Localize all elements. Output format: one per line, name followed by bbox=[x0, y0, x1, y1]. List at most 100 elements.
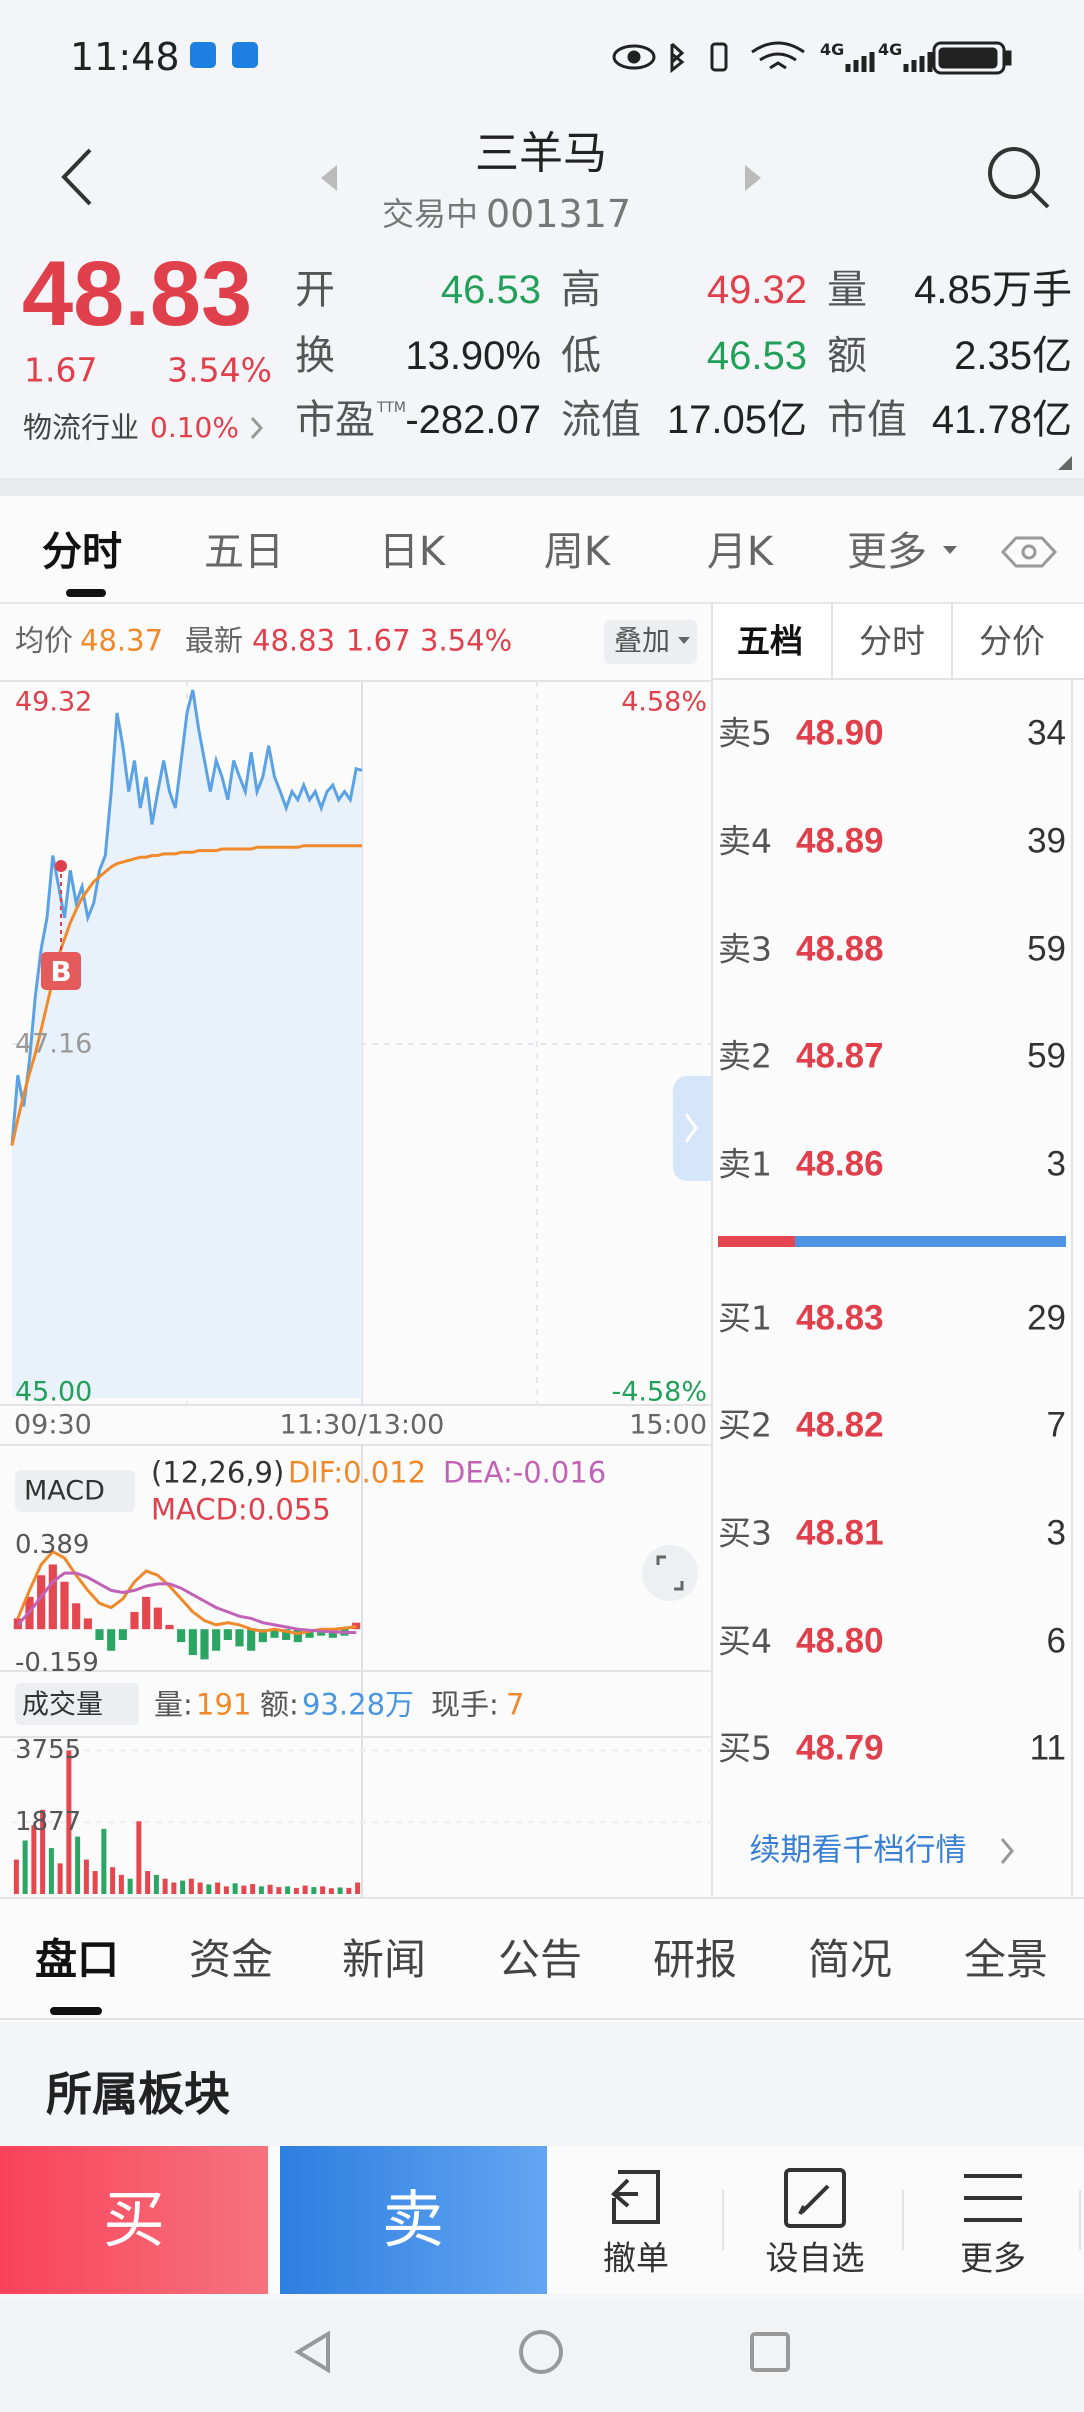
y-tick-label: 1877 bbox=[15, 1807, 82, 1838]
volume-bar bbox=[337, 1887, 343, 1894]
volume-bar bbox=[328, 1888, 334, 1894]
action-label[interactable]: 撤单 bbox=[603, 2238, 669, 2278]
macd-bar bbox=[293, 1629, 302, 1643]
sell-button[interactable] bbox=[280, 2146, 547, 2294]
info-tab[interactable]: 简况 bbox=[807, 1935, 893, 1984]
volume-bar bbox=[206, 1884, 212, 1894]
volume-bar bbox=[22, 1840, 28, 1894]
macd-dea: DEA:-0.016 bbox=[443, 1455, 607, 1490]
clock: 11:48 bbox=[70, 35, 180, 79]
order-book-tab[interactable]: 分价 bbox=[979, 621, 1045, 661]
volume-bar bbox=[31, 1825, 37, 1894]
level-price: 48.80 bbox=[796, 1621, 884, 1661]
chart-tab[interactable]: 周K bbox=[543, 529, 611, 575]
level-label: 卖3 bbox=[718, 929, 772, 969]
corner-mark bbox=[1058, 456, 1072, 470]
level-label: 卖1 bbox=[718, 1144, 772, 1184]
expand-button[interactable] bbox=[642, 1545, 698, 1601]
volume-bar bbox=[355, 1882, 361, 1894]
action-label[interactable]: 设自选 bbox=[765, 2238, 865, 2278]
latest-price: 48.83 bbox=[252, 623, 336, 658]
field-label: 市盈 bbox=[295, 397, 375, 443]
level-price: 48.87 bbox=[796, 1036, 884, 1076]
stock-code: 001317 bbox=[486, 192, 632, 236]
chart-tab-handle[interactable] bbox=[673, 1076, 712, 1181]
chart-tab[interactable]: 日K bbox=[378, 529, 446, 575]
info-tab[interactable]: 盘口 bbox=[34, 1935, 120, 1984]
volume-bar bbox=[215, 1882, 221, 1894]
more-levels[interactable]: 续期看千档行情 bbox=[749, 1832, 967, 1869]
volume-bar bbox=[285, 1886, 291, 1894]
field-value: 2.35亿 bbox=[954, 334, 1072, 378]
separator-band bbox=[0, 478, 1084, 496]
level-volume: 29 bbox=[1027, 1298, 1066, 1338]
signal-label: 4G bbox=[820, 40, 845, 59]
overlay-label[interactable]: 叠加 bbox=[614, 624, 671, 657]
pct-label: -4.58% bbox=[611, 1376, 707, 1408]
field-value: 46.53 bbox=[440, 268, 541, 312]
field-value: -282.07 bbox=[405, 398, 541, 442]
volume-bar bbox=[145, 1871, 151, 1894]
chart-tab[interactable]: 五日 bbox=[204, 529, 284, 575]
amt-value: 93.28万 bbox=[302, 1687, 415, 1722]
volume-label[interactable]: 成交量 bbox=[22, 1689, 103, 1721]
macd-label[interactable]: MACD bbox=[24, 1475, 105, 1507]
info-tab[interactable]: 全景 bbox=[963, 1935, 1049, 1984]
header-icons[interactable] bbox=[61, 147, 1050, 209]
macd-bar bbox=[328, 1629, 337, 1638]
order-book-tab[interactable]: 五档 bbox=[737, 621, 803, 661]
nav-icons[interactable] bbox=[294, 2330, 790, 2374]
pct-label: 4.58% bbox=[621, 686, 707, 718]
macd-bar bbox=[130, 1611, 139, 1630]
action-icons[interactable] bbox=[611, 2168, 1022, 2228]
level-price: 48.86 bbox=[796, 1144, 884, 1184]
divider-lines bbox=[0, 1897, 1084, 2250]
macd-bar bbox=[60, 1581, 69, 1630]
chart-tab[interactable]: 分时 bbox=[42, 529, 122, 575]
info-tab[interactable]: 资金 bbox=[188, 1935, 274, 1984]
macd-bar bbox=[177, 1629, 186, 1643]
industry-change: 0.10% bbox=[150, 411, 239, 444]
volume-bar bbox=[197, 1882, 203, 1894]
info-tab[interactable]: 研报 bbox=[652, 1935, 738, 1984]
y-tick-label: -0.159 bbox=[15, 1648, 99, 1679]
field-label: 市值 bbox=[827, 397, 907, 443]
sell-label[interactable]: 卖 bbox=[381, 2183, 445, 2256]
field-label: 换 bbox=[295, 333, 335, 379]
macd-bar bbox=[212, 1629, 221, 1651]
volume-bar bbox=[320, 1886, 326, 1894]
field-value: 41.78亿 bbox=[931, 398, 1072, 442]
volume-bar bbox=[276, 1887, 282, 1894]
level-label: 买2 bbox=[718, 1405, 772, 1445]
tab-indicator bbox=[50, 2007, 102, 2015]
buy-label[interactable]: 买 bbox=[102, 2183, 166, 2256]
order-book-tab[interactable]: 分时 bbox=[859, 621, 925, 661]
vol-value: 191 bbox=[196, 1687, 252, 1722]
buy-button[interactable] bbox=[0, 2146, 268, 2294]
macd-bar bbox=[247, 1629, 256, 1651]
info-tab[interactable]: 公告 bbox=[497, 1935, 583, 1984]
action-label[interactable]: 更多 bbox=[960, 2238, 1026, 2278]
volume-bar bbox=[180, 1880, 186, 1894]
info-tab[interactable]: 新闻 bbox=[341, 1935, 427, 1984]
field-label: 开 bbox=[295, 267, 335, 313]
industry[interactable]: 物流行业 bbox=[23, 410, 140, 445]
field-label: 高 bbox=[561, 267, 601, 313]
price-change-pct: 3.54% bbox=[167, 350, 272, 390]
macd-bar bbox=[223, 1629, 232, 1640]
level-label: 买4 bbox=[718, 1621, 772, 1661]
macd-button[interactable] bbox=[15, 1470, 135, 1512]
chart-tab[interactable]: 更多 bbox=[847, 529, 927, 575]
field-label: 低 bbox=[561, 333, 601, 379]
volume-button[interactable] bbox=[15, 1683, 139, 1725]
macd-bar bbox=[270, 1629, 279, 1638]
macd-bar bbox=[72, 1603, 81, 1630]
latest-change: 1.67 bbox=[346, 623, 411, 658]
overlay-button[interactable] bbox=[604, 620, 697, 664]
depth-bar-sell bbox=[795, 1236, 1066, 1247]
level-volume: 11 bbox=[1029, 1728, 1066, 1768]
trade-marker-label: B bbox=[50, 955, 72, 988]
price-line-area bbox=[12, 690, 362, 1398]
chart-tab[interactable]: 月K bbox=[706, 529, 774, 575]
